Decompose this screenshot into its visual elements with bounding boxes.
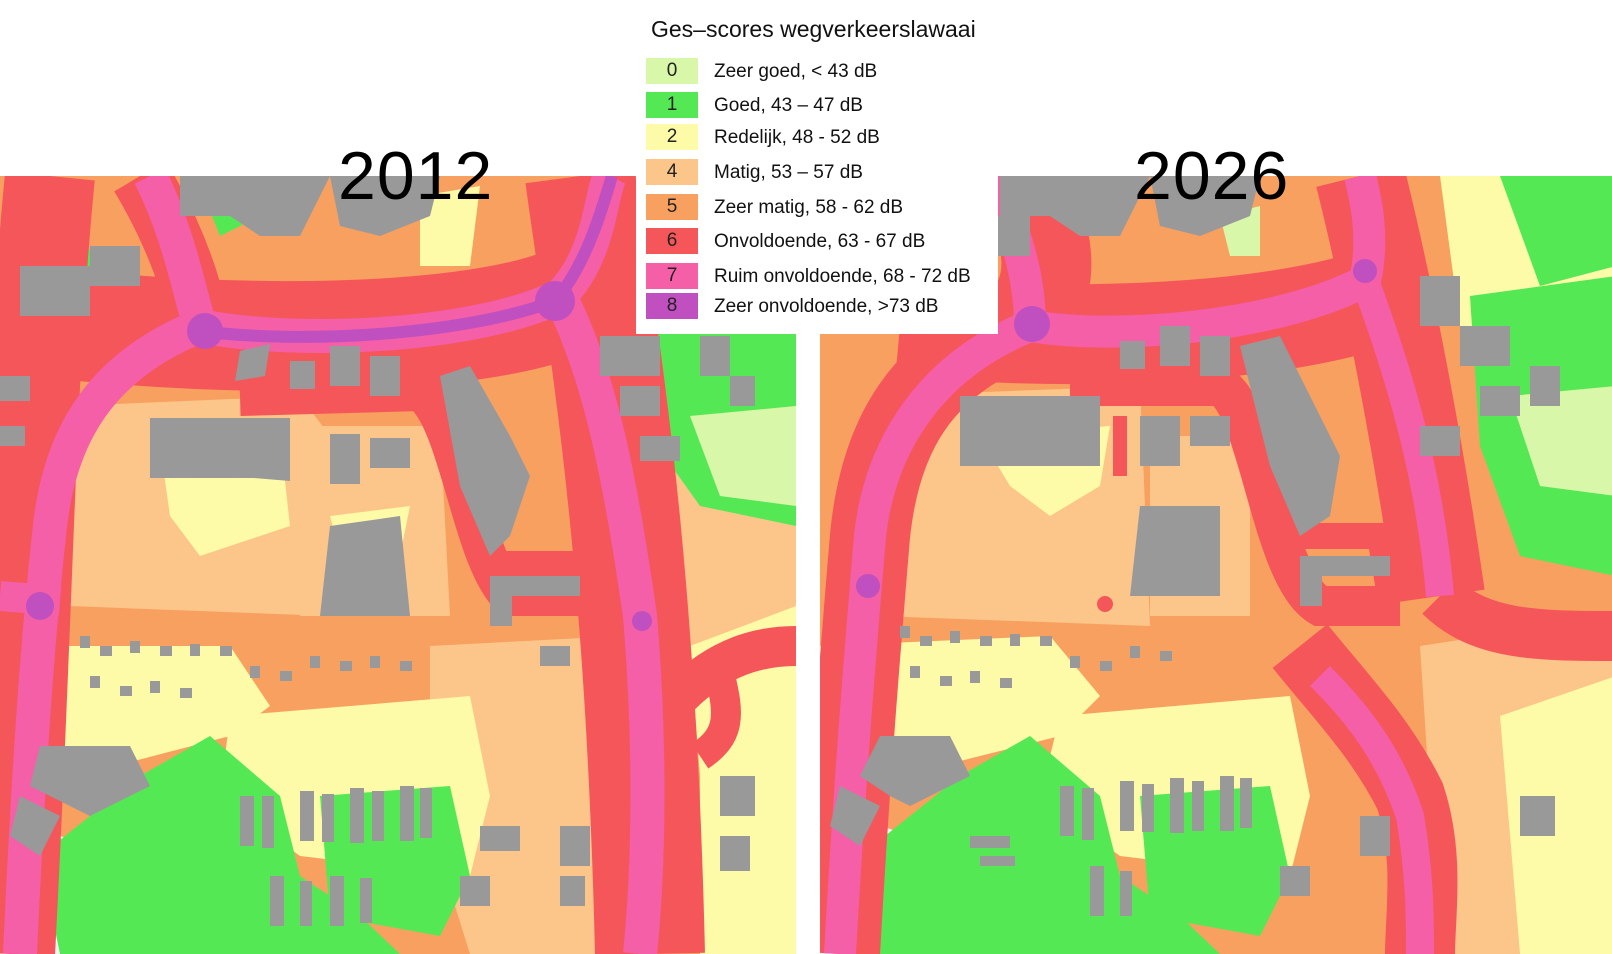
legend-item-0: 0 Zeer goed, < 43 dB — [646, 58, 996, 86]
legend-label: Matig, 53 – 57 dB — [714, 162, 863, 183]
legend-swatch: 0 — [646, 58, 698, 84]
legend-title: Ges–scores wegverkeerslawaai — [651, 16, 976, 42]
legend-label: Goed, 43 – 47 dB — [714, 95, 863, 116]
legend-item-7: 7 Ruim onvoldoende, 68 - 72 dB — [646, 263, 996, 291]
legend-item-1: 1 Goed, 43 – 47 dB — [646, 92, 996, 120]
legend-swatch: 1 — [646, 92, 698, 118]
legend-label: Redelijk, 48 - 52 dB — [714, 127, 880, 148]
legend-item-8: 8 Zeer onvoldoende, >73 dB — [646, 293, 996, 321]
legend-item-6: 6 Onvoldoende, 63 - 67 dB — [646, 228, 996, 256]
legend-item-5: 5 Zeer matig, 58 - 62 dB — [646, 194, 996, 222]
legend-label: Ruim onvoldoende, 68 - 72 dB — [714, 266, 971, 287]
year-label-2012: 2012 — [338, 138, 494, 214]
year-label-2026: 2026 — [1134, 138, 1290, 214]
legend-swatch: 5 — [646, 194, 698, 220]
legend-item-4: 4 Matig, 53 – 57 dB — [646, 159, 996, 187]
legend: Ges–scores wegverkeerslawaai 0 Zeer goed… — [636, 0, 998, 334]
legend-swatch: 6 — [646, 228, 698, 254]
legend-label: Zeer matig, 58 - 62 dB — [714, 197, 904, 218]
noise-map-2026 — [820, 176, 1612, 954]
legend-label: Onvoldoende, 63 - 67 dB — [714, 231, 926, 252]
legend-label: Zeer onvoldoende, >73 dB — [714, 296, 939, 317]
legend-swatch: 8 — [646, 293, 698, 319]
legend-label: Zeer goed, < 43 dB — [714, 61, 878, 82]
legend-swatch: 2 — [646, 124, 698, 150]
legend-swatch: 7 — [646, 263, 698, 289]
legend-swatch: 4 — [646, 159, 698, 185]
legend-item-2: 2 Redelijk, 48 - 52 dB — [646, 124, 996, 152]
